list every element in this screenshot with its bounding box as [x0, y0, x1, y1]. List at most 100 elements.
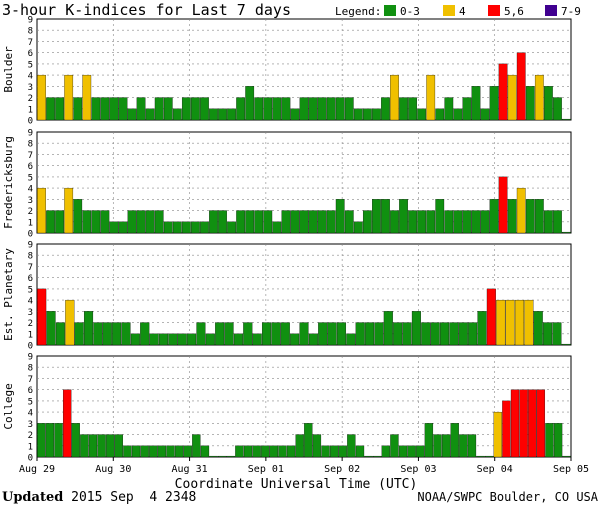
y-tick-label: 7	[28, 375, 33, 385]
y-tick-label: 0	[28, 454, 33, 464]
bar	[516, 187, 526, 234]
bar	[82, 74, 92, 121]
bar	[263, 210, 273, 234]
bar	[498, 176, 508, 234]
bar	[218, 455, 227, 458]
bar	[100, 210, 110, 234]
bar	[163, 221, 173, 234]
bar	[335, 97, 345, 121]
bar	[37, 423, 46, 458]
bar	[91, 210, 101, 234]
bar	[365, 322, 375, 346]
legend-entry-1: 4	[459, 5, 466, 18]
bar	[534, 199, 544, 234]
bar	[227, 221, 236, 234]
y-tick-label: 2	[28, 431, 33, 441]
bar	[398, 445, 408, 458]
bar	[157, 445, 167, 458]
bar	[91, 97, 101, 121]
bar	[493, 411, 502, 458]
bar	[502, 400, 511, 458]
bar	[73, 199, 83, 234]
y-tick-label: 6	[28, 386, 33, 396]
bar	[553, 97, 562, 121]
bar	[327, 322, 337, 346]
bar	[46, 311, 56, 346]
y-tick-label: 7	[28, 151, 33, 161]
bar	[97, 434, 106, 458]
bar	[468, 322, 478, 346]
bar	[496, 299, 506, 346]
chart-title: 3-hour K-indices for Last 7 days	[2, 1, 291, 19]
y-tick-label: 5	[28, 173, 33, 183]
bar	[346, 333, 356, 346]
bar	[453, 108, 463, 121]
bar	[106, 434, 115, 458]
bar	[524, 299, 534, 346]
bar	[373, 455, 382, 458]
bar	[149, 445, 158, 458]
bar	[187, 333, 197, 346]
bar	[543, 86, 553, 121]
y-tick-label: 1	[28, 105, 33, 115]
bar	[65, 299, 75, 346]
y-tick-label: 1	[28, 218, 33, 228]
bar	[172, 108, 182, 121]
bar	[426, 74, 436, 121]
bar	[46, 210, 55, 234]
x-tick-label: Sep 03	[400, 464, 436, 475]
updated-value: 2015 Sep 4 2348	[63, 490, 197, 505]
panel-label-2: Est. Planetary	[2, 248, 15, 341]
bar	[172, 221, 182, 234]
y-tick-label: 3	[28, 83, 33, 93]
bar	[534, 74, 544, 121]
bar	[326, 97, 336, 121]
bar	[102, 322, 112, 346]
bar	[462, 97, 472, 121]
bar	[174, 445, 184, 458]
bar	[272, 97, 282, 121]
y-tick-label: 6	[28, 49, 33, 59]
bar	[236, 210, 246, 234]
bar	[299, 97, 309, 121]
legend-entry-0: 0-3	[400, 5, 420, 18]
bar	[183, 445, 192, 458]
bar	[136, 97, 146, 121]
y-tick-label: 0	[28, 117, 33, 127]
bar	[235, 445, 244, 458]
bar	[37, 187, 46, 234]
bar	[453, 210, 463, 234]
bar	[254, 210, 264, 234]
bar	[252, 333, 262, 346]
bar	[252, 445, 261, 458]
bar	[321, 445, 330, 458]
bar	[476, 455, 485, 458]
bar	[355, 322, 365, 346]
bar	[467, 434, 477, 458]
bar	[263, 97, 273, 121]
bar	[226, 455, 235, 458]
bar	[290, 108, 300, 121]
bar	[224, 322, 234, 346]
y-tick-label: 3	[28, 420, 33, 430]
bar	[290, 333, 300, 346]
bar	[37, 74, 46, 121]
bar	[233, 333, 243, 346]
bar	[308, 333, 318, 346]
bar	[218, 210, 227, 234]
bar	[399, 97, 408, 121]
bar	[45, 423, 55, 458]
y-tick-label: 6	[28, 162, 33, 172]
bar	[408, 210, 417, 234]
legend-label: Legend:	[335, 5, 381, 18]
bar	[64, 187, 74, 234]
bar	[127, 108, 137, 121]
bar	[444, 210, 454, 234]
bar	[317, 97, 327, 121]
bar	[435, 199, 445, 234]
x-tick-label: Aug 31	[172, 464, 208, 475]
y-tick-label: 3	[28, 308, 33, 318]
bar	[390, 210, 399, 234]
bar	[543, 322, 553, 346]
